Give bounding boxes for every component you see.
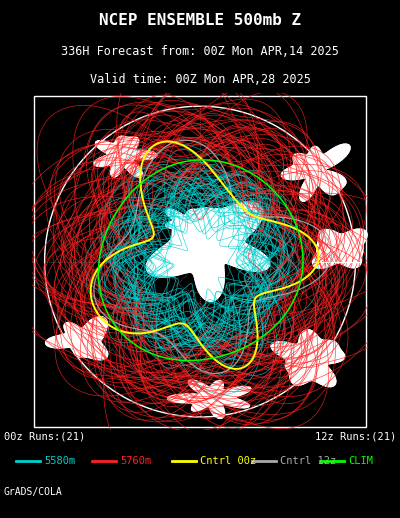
Text: 00z Runs:(21): 00z Runs:(21) — [4, 431, 85, 441]
Polygon shape — [217, 205, 262, 233]
Polygon shape — [168, 380, 251, 419]
Text: 5580m: 5580m — [44, 456, 75, 466]
Text: 12z Runs:(21): 12z Runs:(21) — [315, 431, 396, 441]
Text: 5760m: 5760m — [120, 456, 151, 466]
Text: Cntrl 12z: Cntrl 12z — [280, 456, 336, 466]
Text: NCEP ENSEMBLE 500mb Z: NCEP ENSEMBLE 500mb Z — [99, 13, 301, 28]
Text: GrADS/COLA: GrADS/COLA — [4, 487, 63, 497]
Polygon shape — [46, 316, 108, 360]
Polygon shape — [146, 202, 270, 301]
Polygon shape — [94, 136, 157, 178]
Polygon shape — [312, 229, 367, 268]
Polygon shape — [166, 209, 211, 237]
Polygon shape — [281, 144, 350, 201]
Text: CLIM: CLIM — [348, 456, 373, 466]
Text: 336H Forecast from: 00Z Mon APR,14 2025: 336H Forecast from: 00Z Mon APR,14 2025 — [61, 45, 339, 58]
Text: Valid time: 00Z Mon APR,28 2025: Valid time: 00Z Mon APR,28 2025 — [90, 73, 310, 86]
Polygon shape — [271, 329, 345, 386]
Text: Cntrl 00z: Cntrl 00z — [200, 456, 256, 466]
